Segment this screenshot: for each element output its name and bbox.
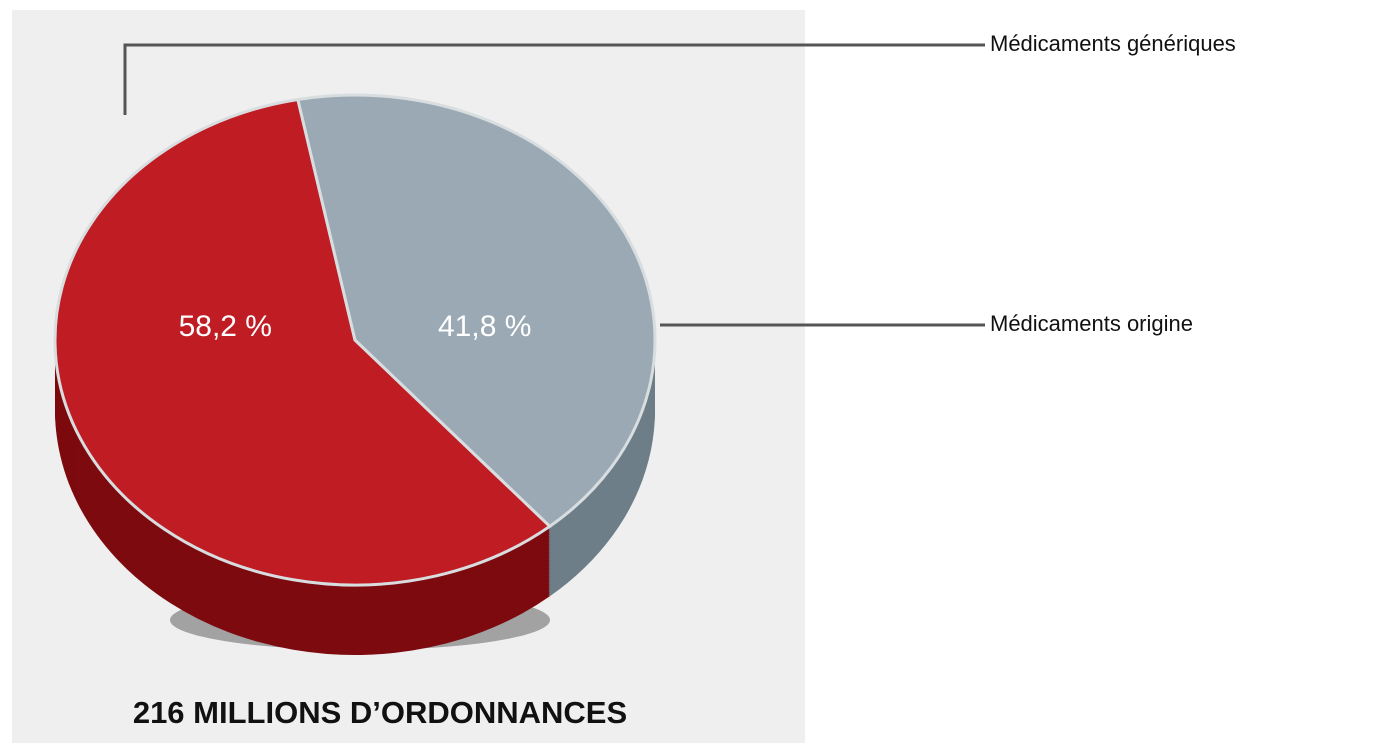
legend-label: Médicaments génériques bbox=[990, 31, 1236, 56]
legend-label: Médicaments origine bbox=[990, 311, 1193, 336]
subtitle: 216 MILLIONS D’ORDONNANCES bbox=[133, 695, 627, 730]
leader-line bbox=[123, 43, 985, 115]
value-label: 58,2 % bbox=[179, 310, 272, 343]
value-label: 41,8 % bbox=[438, 310, 531, 343]
slice bbox=[53, 97, 553, 587]
slice bbox=[296, 93, 657, 529]
